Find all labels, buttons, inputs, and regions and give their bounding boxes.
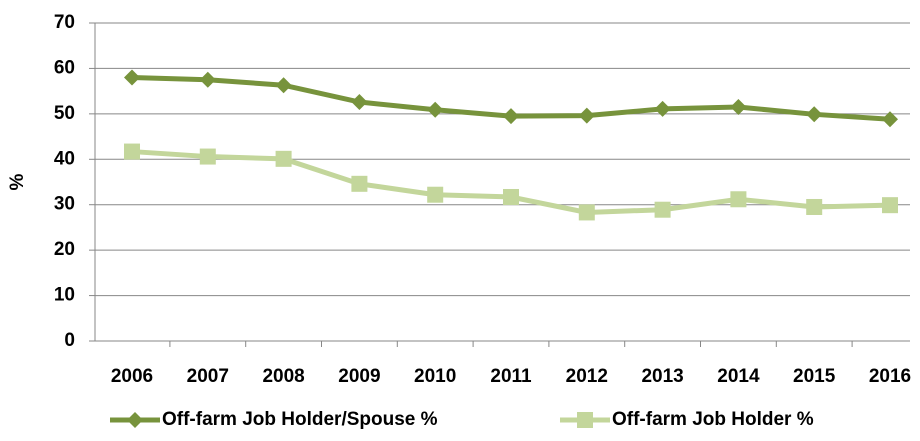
x-tick-label: 2013: [641, 366, 683, 387]
legend-label: Off-farm Job Holder/Spouse %: [162, 409, 438, 430]
x-tick-label: 2012: [566, 366, 608, 387]
point-marker: [654, 201, 671, 218]
y-tick-label: 10: [54, 285, 75, 306]
y-tick-label: 50: [54, 103, 75, 124]
x-tick-label: 2014: [717, 366, 760, 387]
x-tick-label: 2011: [490, 366, 532, 387]
y-tick-label: 30: [54, 194, 75, 215]
point-marker: [806, 198, 823, 215]
legend-marker: [127, 412, 143, 428]
y-axis-label: %: [7, 173, 28, 190]
point-marker: [730, 191, 747, 208]
x-tick-label: 2010: [414, 366, 456, 387]
x-tick-label: 2008: [262, 366, 304, 387]
y-tick-label: 20: [54, 239, 75, 260]
point-marker: [124, 69, 140, 86]
x-tick-label: 2016: [869, 366, 911, 387]
x-tick-label: 2007: [187, 366, 229, 387]
point-marker: [654, 100, 671, 117]
point-marker: [503, 188, 519, 205]
point-marker: [275, 150, 292, 167]
point-marker: [199, 71, 216, 88]
point-marker: [199, 148, 216, 165]
point-marker: [427, 101, 444, 118]
point-marker: [882, 111, 898, 128]
point-marker: [882, 197, 898, 214]
point-marker: [578, 107, 595, 124]
point-marker: [503, 108, 519, 125]
y-tick-label: 70: [54, 12, 75, 33]
point-marker: [578, 204, 595, 221]
point-marker: [351, 175, 368, 192]
point-marker: [351, 94, 368, 111]
point-marker: [275, 77, 292, 94]
point-marker: [427, 186, 444, 203]
legend-marker: [577, 412, 593, 428]
x-tick-label: 2015: [793, 366, 836, 387]
y-tick-label: 0: [64, 330, 75, 351]
y-tick-label: 40: [54, 148, 75, 169]
point-marker: [124, 143, 140, 160]
x-tick-label: 2006: [111, 366, 153, 387]
y-tick-label: 60: [54, 57, 75, 78]
x-tick-label: 2009: [338, 366, 380, 387]
point-marker: [730, 99, 747, 116]
legend-label: Off-farm Job Holder %: [612, 409, 814, 430]
point-marker: [806, 106, 823, 123]
